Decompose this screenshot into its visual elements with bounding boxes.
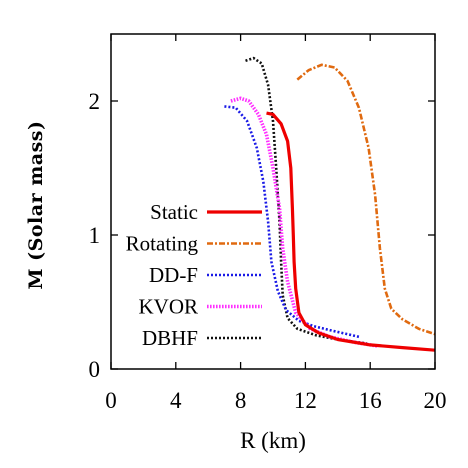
plot-frame <box>110 33 436 370</box>
axis-ticks <box>110 34 436 370</box>
x-tick-label: 8 <box>235 388 247 413</box>
y-tick-label: 0 <box>89 357 101 382</box>
series-line-dd-f <box>224 105 360 339</box>
x-tick-label: 16 <box>359 388 382 413</box>
series-line-dbhf <box>245 56 368 345</box>
series-line-static <box>266 111 435 352</box>
legend-label-static: Static <box>150 200 198 224</box>
x-tick-label: 4 <box>170 388 182 413</box>
x-tick-label: 0 <box>105 388 117 413</box>
y-axis-title: M (Solar mass) <box>25 121 47 290</box>
y-tick-label: 2 <box>89 89 101 114</box>
series-line-rotating <box>296 63 435 336</box>
legend-label-kvor: KVOR <box>138 295 198 319</box>
x-axis-title: R (km) <box>240 428 306 453</box>
x-tick-label: 12 <box>294 388 317 413</box>
legend: Static Rotating DD-F KVOR DBHF <box>126 200 262 350</box>
y-tick-label: 1 <box>89 223 101 248</box>
legend-label-dd-f: DD-F <box>149 263 198 287</box>
x-tick-label: 20 <box>424 388 447 413</box>
legend-label-dbhf: DBHF <box>142 326 198 350</box>
legend-label-rotating: Rotating <box>126 232 199 256</box>
series-layer <box>224 56 435 352</box>
